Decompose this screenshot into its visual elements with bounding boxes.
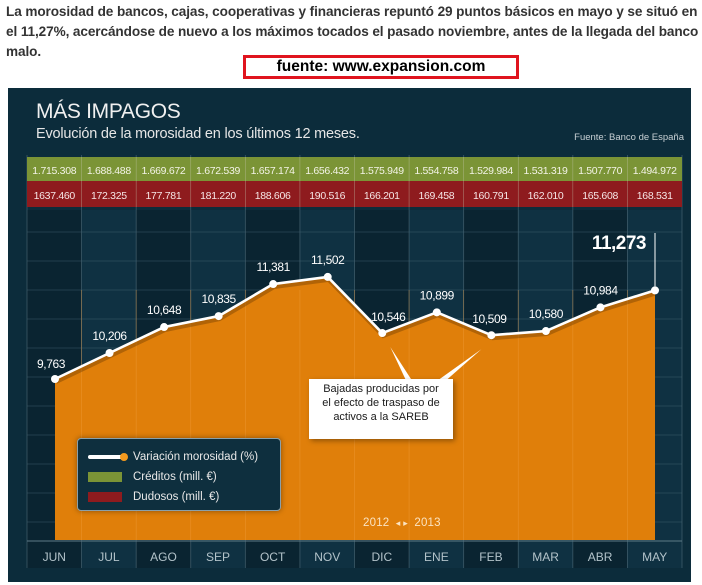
data-point <box>105 348 114 357</box>
month-label: AGO <box>150 550 177 564</box>
credit-value: 1.715.308 <box>32 165 76 177</box>
data-point <box>596 303 605 312</box>
line-swatch-icon <box>88 453 128 461</box>
credit-value: 1.554.758 <box>414 165 458 177</box>
callout-line-1: Bajadas producidas por <box>323 383 439 395</box>
data-point <box>323 272 332 281</box>
data-label: 10,835 <box>201 292 236 306</box>
month-label: MAY <box>642 550 667 564</box>
data-label: 11,273 <box>592 233 646 254</box>
month-label: MAR <box>532 550 559 564</box>
month-label: JUL <box>98 550 120 564</box>
credit-value: 1.494.972 <box>633 165 677 177</box>
data-label: 10,899 <box>420 288 455 302</box>
green-swatch-icon <box>88 472 122 482</box>
article-intro: La morosidad de bancos, cajas, cooperati… <box>6 4 699 59</box>
callout-pointer-feb <box>439 349 482 380</box>
doubtful-value: 166.201 <box>364 190 400 202</box>
morosidad-line <box>54 275 656 381</box>
callout-pointer-dic <box>390 347 413 382</box>
credit-value: 1.657.174 <box>251 165 295 177</box>
year-end: 2013 <box>414 517 441 529</box>
data-point <box>269 280 278 289</box>
data-label: 10,648 <box>147 303 182 317</box>
callout-line-2: el efecto de traspaso de <box>322 397 440 409</box>
line-shadow <box>55 277 657 384</box>
legend-label: Dudosos (mill. €) <box>133 491 220 503</box>
doubtful-value: 1637.460 <box>34 190 76 202</box>
credit-value: 1.688.488 <box>87 165 131 177</box>
marker-layer <box>51 272 659 383</box>
doubtful-value: 190.516 <box>309 190 345 202</box>
data-point <box>214 312 223 321</box>
credit-value: 1.529.984 <box>469 165 513 177</box>
legend-item-creditos: Créditos (mill. €) <box>88 468 217 486</box>
data-point <box>651 286 659 295</box>
month-label: JUN <box>43 550 66 564</box>
data-label: 11,381 <box>256 260 290 274</box>
year-start: 2012 <box>363 517 390 529</box>
line-layer <box>54 275 657 384</box>
data-label: 9,763 <box>37 357 66 371</box>
data-point <box>160 323 169 332</box>
credit-value: 1.507.770 <box>578 165 622 177</box>
data-point <box>432 308 441 317</box>
data-label: 10,984 <box>583 283 618 297</box>
callout-pointers <box>390 347 482 382</box>
month-label: ENE <box>424 550 449 564</box>
month-label: OCT <box>260 550 286 564</box>
chart-subtitle: Evolución de la morosidad en los últimos… <box>36 126 360 142</box>
data-point <box>51 375 59 383</box>
table-rows: 1.715.308 1637.460 1.688.488 172.325 1.669.6… <box>27 157 682 207</box>
data-point <box>541 327 550 336</box>
doubtful-value: 162.010 <box>528 190 564 202</box>
month-label: SEP <box>206 550 230 564</box>
x-axis-labels: JUN JUL AGO SEP OCT NOV DIC ENE FEB MAR ABR MAY <box>43 550 668 564</box>
legend-item-dudosos: Dudosos (mill. €) <box>88 488 219 506</box>
legend-label: Créditos (mill. €) <box>133 471 217 483</box>
doubtful-value: 165.608 <box>582 190 618 202</box>
credit-value: 1.672.539 <box>196 165 240 177</box>
doubtful-value: 172.325 <box>91 190 127 202</box>
doubtful-value: 169.458 <box>418 190 454 202</box>
month-label: ABR <box>588 550 613 564</box>
sareb-callout: Bajadas producidas por el efecto de tras… <box>309 379 453 439</box>
doubtful-value: 188.606 <box>255 190 291 202</box>
doubtful-value: 160.791 <box>473 190 509 202</box>
month-label: FEB <box>479 550 502 564</box>
doubtful-value: 177.781 <box>146 190 182 202</box>
legend-item-morosidad: Variación morosidad (%) <box>88 448 258 466</box>
data-point <box>487 331 496 340</box>
data-label: 10,509 <box>472 312 507 326</box>
month-label: DIC <box>371 550 392 564</box>
chart-source: Fuente: Banco de España <box>574 132 684 143</box>
data-label: 10,580 <box>529 307 564 321</box>
data-label: 10,546 <box>371 310 406 324</box>
legend-label: Variación morosidad (%) <box>133 451 259 463</box>
credit-value: 1.669.672 <box>141 165 185 177</box>
credit-value: 1.531.319 <box>524 165 568 177</box>
chart-title: MÁS IMPAGOS <box>36 100 181 123</box>
data-label: 10,206 <box>92 329 127 343</box>
source-highlight-box: fuente: www.expansion.com <box>243 55 519 79</box>
callout-line-3: activos a la SAREB <box>333 411 429 423</box>
year-arrows-icon: ◂ ▸ <box>395 518 408 528</box>
data-label: 11,502 <box>311 253 345 267</box>
credit-value: 1.656.432 <box>305 165 349 177</box>
data-point <box>378 329 387 338</box>
month-label: NOV <box>314 550 340 564</box>
doubtful-value: 181.220 <box>200 190 236 202</box>
red-swatch-icon <box>88 492 122 502</box>
data-label-layer: 9,763 10,206 10,648 10,835 11,381 11,502 10,54… <box>37 233 656 371</box>
year-range: 2012 ◂ ▸ 2013 <box>363 517 441 529</box>
doubtful-value: 168.531 <box>637 190 673 202</box>
chart-legend: Variación morosidad (%) Créditos (mill. … <box>77 438 281 511</box>
credit-value: 1.575.949 <box>360 165 404 177</box>
